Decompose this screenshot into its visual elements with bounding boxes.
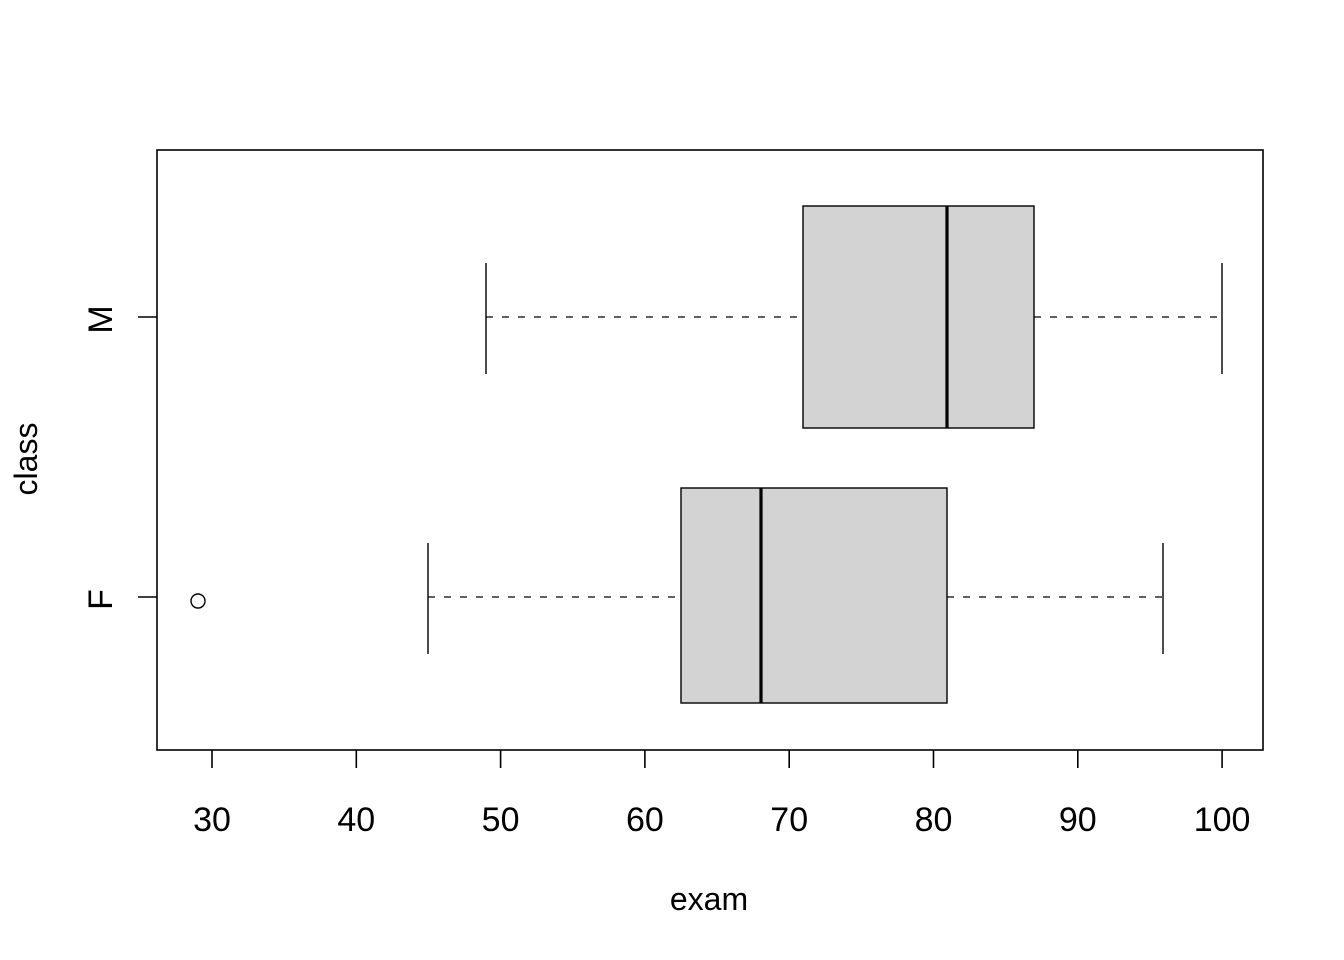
svg-text:30: 30 — [193, 801, 231, 839]
svg-text:exam: exam — [670, 881, 748, 917]
svg-text:M: M — [82, 305, 120, 333]
svg-text:40: 40 — [337, 801, 375, 839]
svg-text:60: 60 — [626, 801, 664, 839]
svg-text:70: 70 — [770, 801, 808, 839]
svg-text:100: 100 — [1194, 801, 1251, 839]
svg-text:F: F — [82, 589, 120, 610]
svg-text:90: 90 — [1059, 801, 1097, 839]
svg-text:class: class — [8, 423, 44, 496]
svg-text:50: 50 — [482, 801, 520, 839]
svg-text:80: 80 — [915, 801, 953, 839]
